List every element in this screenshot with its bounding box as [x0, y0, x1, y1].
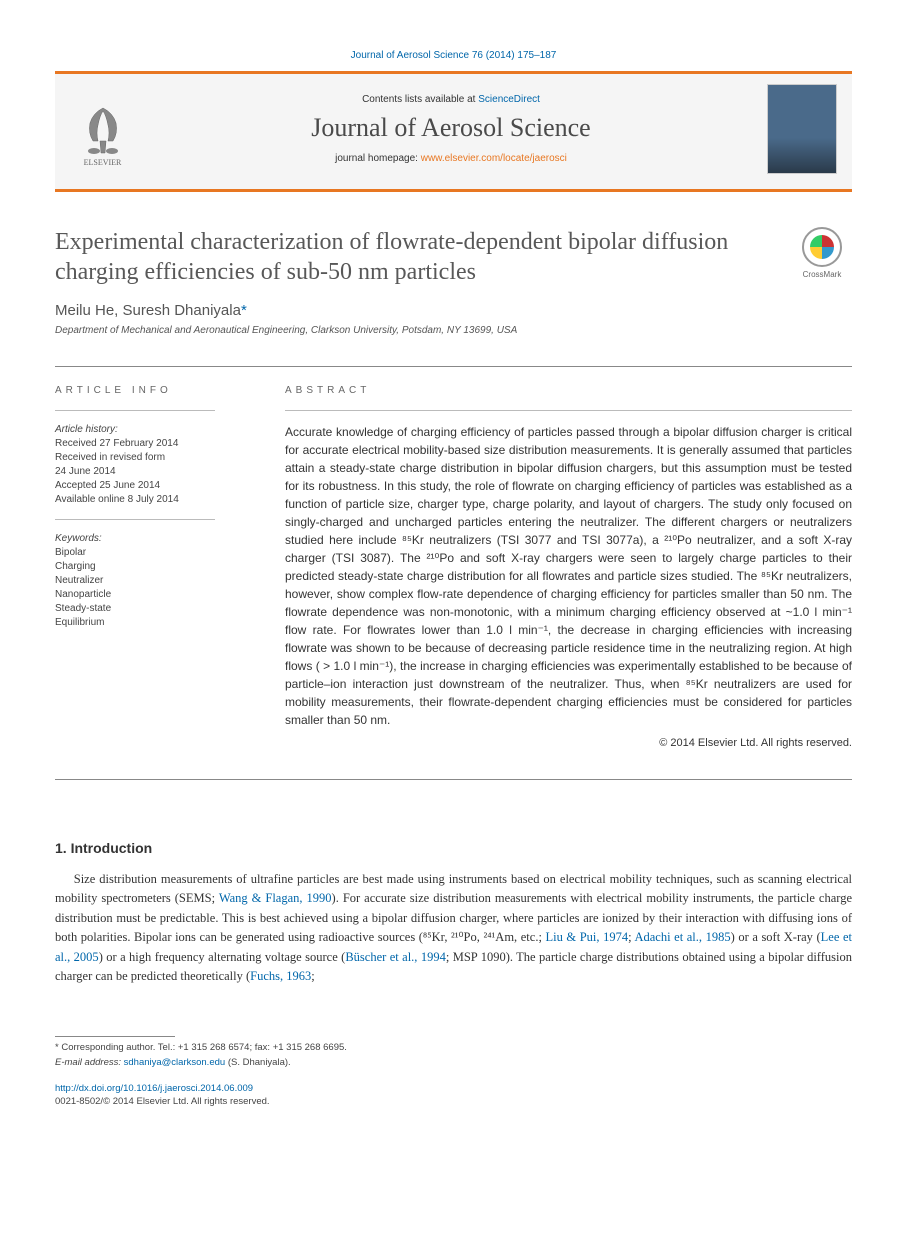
article-history: Article history: Received 27 February 20… [55, 423, 255, 507]
header-rule [55, 189, 852, 192]
intro-text: ; [311, 969, 314, 983]
authors-names: Meilu He, Suresh Dhaniyala [55, 302, 241, 319]
journal-title: Journal of Aerosol Science [150, 113, 752, 143]
header-center: Contents lists available at ScienceDirec… [150, 94, 752, 164]
homepage-link[interactable]: www.elsevier.com/locate/jaerosci [421, 153, 567, 164]
journal-cover-thumbnail [767, 84, 837, 174]
history-label: Article history: [55, 423, 255, 437]
keywords-block: Keywords: Bipolar Charging Neutralizer N… [55, 532, 255, 630]
crossmark-icon [802, 227, 842, 267]
footnote-rule [55, 1036, 175, 1037]
affiliation: Department of Mechanical and Aeronautica… [55, 325, 852, 336]
abstract-text: Accurate knowledge of charging efficienc… [285, 423, 852, 729]
info-rule [55, 410, 215, 411]
keyword: Bipolar [55, 546, 255, 560]
article-info-column: ARTICLE INFO Article history: Received 2… [55, 385, 255, 749]
keywords-label: Keywords: [55, 532, 255, 546]
citation-link[interactable]: Adachi et al., 1985 [634, 930, 730, 944]
citation-link[interactable]: Büscher et al., 1994 [345, 950, 446, 964]
email-label: E-mail address: [55, 1057, 124, 1068]
email-suffix: (S. Dhaniyala). [225, 1057, 290, 1068]
keyword: Neutralizer [55, 574, 255, 588]
abstract-copyright: © 2014 Elsevier Ltd. All rights reserved… [285, 737, 852, 749]
body-divider [55, 779, 852, 780]
page-container: Journal of Aerosol Science 76 (2014) 175… [0, 0, 907, 1148]
keyword: Steady-state [55, 602, 255, 616]
intro-paragraph: Size distribution measurements of ultraf… [55, 870, 852, 986]
issn-copyright: 0021-8502/© 2014 Elsevier Ltd. All right… [55, 1095, 852, 1108]
intro-text: ) or a high frequency alternating voltag… [99, 950, 346, 964]
section-divider [55, 366, 852, 367]
elsevier-tree-icon [78, 103, 128, 158]
authors-line: Meilu He, Suresh Dhaniyala* [55, 302, 852, 319]
elsevier-logo: ELSEVIER [70, 92, 135, 167]
revised-line1: Received in revised form [55, 451, 255, 465]
homepage-prefix: journal homepage: [335, 153, 421, 164]
received-date: Received 27 February 2014 [55, 437, 255, 451]
accepted-date: Accepted 25 June 2014 [55, 479, 255, 493]
contents-prefix: Contents lists available at [362, 94, 478, 105]
online-date: Available online 8 July 2014 [55, 493, 255, 507]
keyword: Nanoparticle [55, 588, 255, 602]
crossmark-badge[interactable]: CrossMark [792, 227, 852, 287]
crossmark-label: CrossMark [803, 270, 842, 279]
elsevier-label: ELSEVIER [84, 158, 122, 167]
keyword: Charging [55, 560, 255, 574]
abstract-rule [285, 410, 852, 411]
sciencedirect-link[interactable]: ScienceDirect [478, 94, 540, 105]
revised-line2: 24 June 2014 [55, 465, 255, 479]
corresponding-marker[interactable]: * [241, 302, 247, 319]
journal-header: ELSEVIER Contents lists available at Sci… [55, 71, 852, 189]
corresponding-footnote: * Corresponding author. Tel.: +1 315 268… [55, 1041, 852, 1070]
homepage-line: journal homepage: www.elsevier.com/locat… [150, 153, 752, 164]
journal-reference: Journal of Aerosol Science 76 (2014) 175… [55, 50, 852, 61]
intro-text: ) or a soft X-ray ( [731, 930, 821, 944]
intro-heading: 1. Introduction [55, 840, 852, 856]
title-block: Experimental characterization of flowrat… [55, 227, 852, 287]
article-title: Experimental characterization of flowrat… [55, 227, 772, 287]
abstract-column: ABSTRACT Accurate knowledge of charging … [285, 385, 852, 749]
doi-link[interactable]: http://dx.doi.org/10.1016/j.jaerosci.201… [55, 1083, 253, 1094]
abstract-label: ABSTRACT [285, 385, 852, 396]
citation-link[interactable]: Liu & Pui, 1974 [546, 930, 629, 944]
keywords-rule [55, 519, 215, 520]
contents-line: Contents lists available at ScienceDirec… [150, 94, 752, 105]
keyword: Equilibrium [55, 616, 255, 630]
citation-link[interactable]: Fuchs, 1963 [250, 969, 311, 983]
citation-link[interactable]: Wang & Flagan, 1990 [219, 891, 332, 905]
corr-author-info: * Corresponding author. Tel.: +1 315 268… [55, 1041, 852, 1055]
email-link[interactable]: sdhaniya@clarkson.edu [124, 1057, 226, 1068]
doi-block: http://dx.doi.org/10.1016/j.jaerosci.201… [55, 1082, 852, 1109]
info-abstract-columns: ARTICLE INFO Article history: Received 2… [55, 385, 852, 749]
article-info-label: ARTICLE INFO [55, 385, 255, 396]
